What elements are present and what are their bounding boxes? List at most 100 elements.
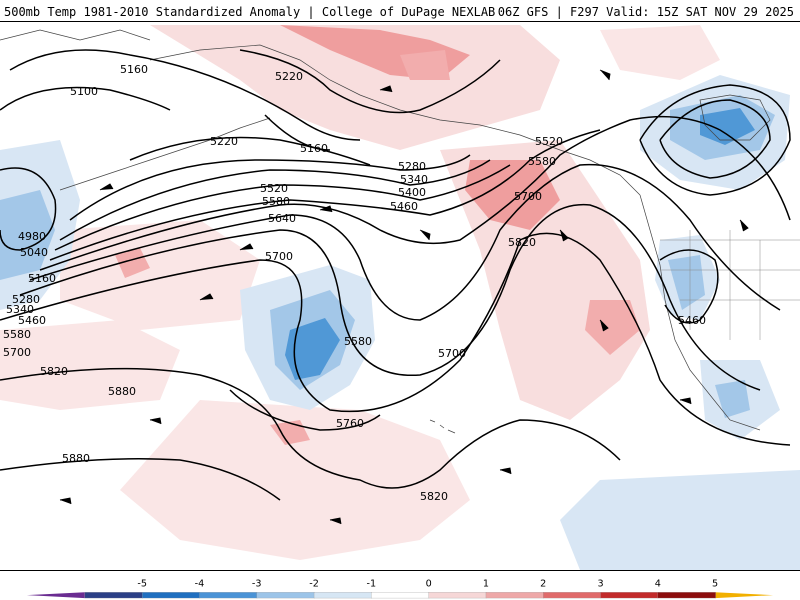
warm-anomaly-area <box>0 320 180 410</box>
scale-min-arrow <box>26 592 85 599</box>
contour-label: 5700 <box>265 250 293 263</box>
hawaii-islands <box>429 419 456 434</box>
scale-tick-label: -3 <box>252 578 262 589</box>
contour-label: 5820 <box>40 365 68 378</box>
contour-5340 <box>59 159 491 241</box>
contour-low-east-inner <box>659 99 771 179</box>
contour-5880 <box>0 458 281 501</box>
contour-label: 5340 <box>6 303 34 316</box>
contour-label: 5160 <box>120 63 148 76</box>
scale-swatch <box>199 592 258 599</box>
coastlines <box>0 29 800 434</box>
scale-swatch <box>543 592 602 599</box>
scale-swatch <box>657 592 716 599</box>
wind-barbs <box>59 69 749 525</box>
scale-max-arrow <box>715 592 774 599</box>
anomaly-map: 5160 5100 5220 5220 5160 5280 5340 5400 … <box>0 22 800 570</box>
contour-label: 5520 <box>535 135 563 148</box>
contour-5160 <box>9 49 361 141</box>
contour-label: 5220 <box>210 135 238 148</box>
contour-5460 <box>49 129 601 261</box>
scale-swatch <box>142 592 201 599</box>
contour-5280 <box>69 154 471 221</box>
contour-5220 <box>239 49 501 114</box>
west-coast-north-america <box>639 194 761 431</box>
contour-low-east <box>639 84 791 196</box>
contour-5400 <box>54 164 511 251</box>
wind-barb <box>59 497 72 505</box>
scale-swatch <box>256 592 315 599</box>
contour-label: 5700 <box>438 347 466 360</box>
contour-5520 <box>39 115 791 271</box>
warm-anomaly-core <box>585 300 640 355</box>
contour-label: 5700 <box>3 346 31 359</box>
contour-label: 5160 <box>28 272 56 285</box>
warm-anomaly-area <box>120 400 470 560</box>
scale-swatch <box>428 592 487 599</box>
contour-label: 5460 <box>390 200 418 213</box>
contour-labels: 5160 5100 5220 5220 5160 5280 5340 5400 … <box>3 63 706 503</box>
scale-tick-label: -4 <box>195 578 205 589</box>
cold-anomaly-core <box>715 380 750 418</box>
contour-label: 5580 <box>344 335 372 348</box>
warm-anomaly-core <box>400 50 450 80</box>
wind-barb <box>379 85 393 93</box>
scale-tick-label: 5 <box>712 578 718 589</box>
contour-5640 <box>19 203 761 391</box>
contour-label: 5880 <box>108 385 136 398</box>
contour-label: 5340 <box>400 173 428 186</box>
scale-tick-label: 3 <box>597 578 603 589</box>
contour-label: 5460 <box>18 314 46 327</box>
cold-anomaly-max <box>285 318 340 380</box>
contour-label: 5220 <box>275 70 303 83</box>
wind-barb <box>99 183 114 191</box>
contour-low-west <box>0 167 57 251</box>
wind-barb <box>329 517 342 525</box>
cold-anomaly-core <box>0 190 55 280</box>
wind-barb <box>419 229 431 241</box>
contour-label: 5580 <box>3 328 31 341</box>
contour-label: 5520 <box>260 182 288 195</box>
cold-anomaly-core <box>668 255 705 310</box>
scale-tick-label: 2 <box>540 578 546 589</box>
wind-barb <box>239 243 254 251</box>
contour-5220b <box>129 136 371 166</box>
warm-anomaly-area <box>600 25 720 80</box>
wind-barb <box>149 417 162 425</box>
contour-5100 <box>0 86 171 111</box>
wind-barb <box>499 467 512 475</box>
warm-anomaly-area <box>60 220 260 330</box>
scale-swatch <box>84 592 143 599</box>
contour-5760 <box>229 389 381 431</box>
contour-label: 5640 <box>268 212 296 225</box>
contour-label: 5580 <box>528 155 556 168</box>
scale-swatch <box>371 592 430 599</box>
contour-label: 5760 <box>336 417 364 430</box>
contour-5160b <box>264 114 331 151</box>
wind-barb <box>599 69 611 81</box>
contour-label: 5700 <box>514 190 542 203</box>
wind-barb <box>679 397 692 405</box>
contour-5820 <box>0 367 621 489</box>
scale-swatch <box>313 592 372 599</box>
wind-barb <box>319 205 333 213</box>
run-valid-time: 06Z GFS | F297 Valid: 15Z SAT NOV 29 202… <box>497 5 794 19</box>
scale-swatch <box>600 592 659 599</box>
scale-tick-label: -2 <box>309 578 319 589</box>
scale-tick-label: 1 <box>483 578 489 589</box>
hudson-bay-outline <box>699 94 771 141</box>
title-bar: 500mb Temp 1981-2010 Standardized Anomal… <box>0 0 800 22</box>
contour-label: 5400 <box>398 186 426 199</box>
wind-barb <box>559 229 569 242</box>
cold-anomaly-max <box>700 108 755 145</box>
anomaly-shading <box>0 25 800 570</box>
contour-5460-cutoff <box>659 249 719 324</box>
contour-label: 5280 <box>12 293 40 306</box>
wind-barb <box>599 319 609 332</box>
scale-tick-label: 4 <box>655 578 661 589</box>
cold-anomaly-area <box>560 470 800 570</box>
anomaly-color-scale: -5 -4 -3 -2 -1 0 1 2 3 4 5 <box>0 570 800 600</box>
alaska-coastline <box>149 44 641 196</box>
scale-tick-label: -1 <box>367 578 377 589</box>
color-scale-bar <box>26 592 774 599</box>
